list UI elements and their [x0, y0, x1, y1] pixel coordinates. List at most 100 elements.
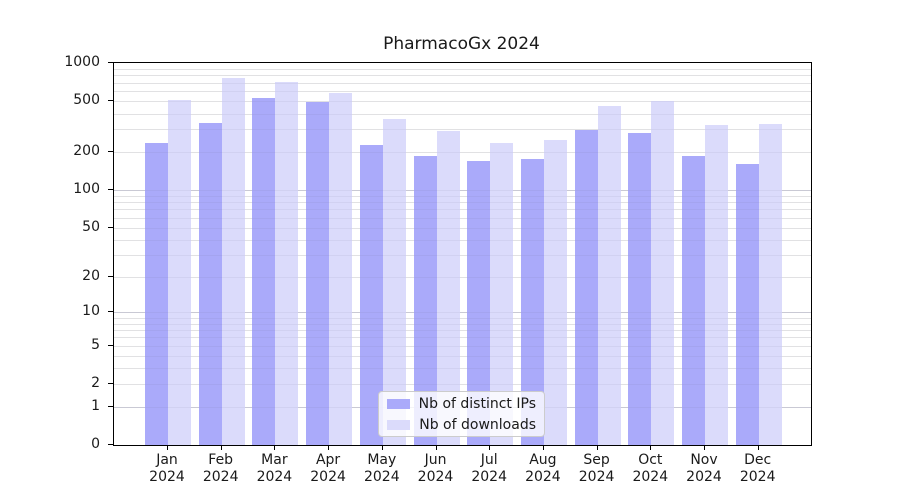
x-tick-mark — [328, 445, 330, 450]
x-tick-label-jan: Jan 2024 — [149, 452, 185, 485]
gridline-overlay — [114, 337, 811, 339]
bar-ips-aug — [520, 158, 544, 445]
legend-swatch-downloads — [387, 419, 411, 430]
gridline — [114, 202, 811, 203]
gridline-overlay — [114, 255, 811, 257]
y-tick-label: 1000 — [64, 54, 100, 70]
bar-ips-sep — [574, 130, 598, 445]
gridline — [114, 317, 811, 319]
gridline-overlay — [114, 384, 811, 386]
gridline-overlay — [114, 202, 811, 203]
y-tick-mark — [108, 344, 113, 346]
x-tick-mark — [596, 445, 598, 450]
gridline-overlay — [114, 195, 811, 197]
x-tick-mark — [542, 445, 544, 450]
gridline-overlay — [114, 368, 811, 370]
y-tick-mark — [108, 311, 113, 313]
gridline — [114, 91, 811, 93]
bar-ips-may — [359, 144, 383, 445]
bar-downloads-oct — [651, 100, 675, 445]
bar-ips-nov — [682, 156, 705, 445]
bar-downloads-feb — [221, 77, 245, 445]
bars-layer — [114, 63, 811, 445]
y-tick-label: 1 — [91, 397, 100, 414]
gridline — [114, 239, 811, 241]
x-tick-label-jul: Jul 2024 — [471, 452, 507, 485]
gridline — [114, 217, 811, 219]
y-tick-mark — [108, 150, 113, 152]
gridline-overlay — [114, 330, 811, 331]
bar-downloads-apr — [329, 92, 353, 445]
y-tick-label: 10 — [82, 303, 100, 320]
gridline-overlay — [114, 113, 811, 115]
x-tick-mark — [650, 445, 652, 450]
gridline-overlay — [114, 227, 811, 229]
y-tick-mark — [108, 100, 113, 102]
bar-ips-mar — [252, 98, 276, 445]
bar-downloads-dec — [758, 123, 782, 445]
bar-ips-jun — [413, 156, 437, 445]
gridline — [114, 68, 811, 70]
gridline — [114, 276, 811, 278]
x-tick-label-sep: Sep 2024 — [578, 452, 615, 485]
y-tick-label: 100 — [73, 180, 100, 197]
x-tick-label-dec: Dec 2024 — [739, 452, 776, 485]
gridline-overlay — [114, 356, 811, 357]
gridline-overlay — [114, 312, 811, 314]
bar-downloads-jan — [168, 100, 191, 445]
x-tick-mark — [274, 445, 276, 450]
y-tick-label: 20 — [82, 267, 100, 284]
chart-title: PharmacoGx 2024 — [383, 34, 540, 54]
bar-downloads-nov — [705, 125, 728, 445]
gridline — [114, 75, 811, 77]
gridline-overlay — [114, 189, 811, 191]
gridline-overlay — [114, 68, 811, 70]
grid-overlay-layer — [114, 63, 811, 445]
gridline — [114, 345, 811, 347]
gridline-overlay — [114, 82, 811, 84]
legend-item-downloads: Nb of downloads — [387, 416, 536, 433]
x-tick-label-nov: Nov 2024 — [686, 452, 722, 485]
x-tick-mark — [220, 445, 222, 450]
gridline — [114, 323, 811, 325]
x-tick-label-mar: Mar 2024 — [256, 452, 293, 485]
gridline — [114, 209, 811, 211]
bar-downloads-jun — [436, 131, 460, 445]
gridline-overlay — [114, 276, 811, 278]
x-tick-label-feb: Feb 2024 — [202, 452, 239, 485]
x-tick-label-apr: Apr 2024 — [310, 452, 346, 485]
legend-label-distinct-ips: Nb of distinct IPs — [418, 395, 536, 412]
y-tick-label: 200 — [73, 142, 100, 159]
gridline-overlay — [114, 129, 811, 131]
gridline-overlay — [114, 317, 811, 319]
bar-ips-feb — [198, 123, 222, 445]
y-tick-mark — [108, 405, 113, 407]
gridline — [114, 101, 811, 103]
gridline — [114, 227, 811, 229]
x-tick-mark — [381, 445, 383, 450]
y-tick-mark — [108, 226, 113, 228]
gridline-overlay — [114, 101, 811, 103]
legend-swatch-distinct-ips — [386, 398, 410, 409]
gridline — [114, 189, 811, 191]
gridline-overlay — [114, 209, 811, 211]
gridline — [114, 356, 811, 357]
y-tick-label: 500 — [73, 92, 100, 109]
gridline — [114, 368, 811, 370]
legend-item-distinct-ips: Nb of distinct IPs — [386, 395, 536, 412]
y-tick-label: 0 — [91, 436, 100, 452]
gridline — [114, 113, 811, 115]
bar-downloads-sep — [597, 105, 621, 445]
y-tick-label: 5 — [91, 336, 100, 353]
y-tick-mark — [108, 62, 113, 63]
bar-ips-dec — [735, 164, 759, 445]
gridline — [114, 255, 811, 257]
gridline — [114, 312, 811, 314]
gridline-overlay — [114, 323, 811, 325]
gridline-overlay — [114, 75, 811, 77]
gridline — [114, 82, 811, 84]
bar-ips-jan — [145, 142, 168, 445]
y-tick-mark — [108, 275, 113, 277]
gridline — [114, 195, 811, 197]
x-tick-label-aug: Aug 2024 — [525, 452, 561, 485]
